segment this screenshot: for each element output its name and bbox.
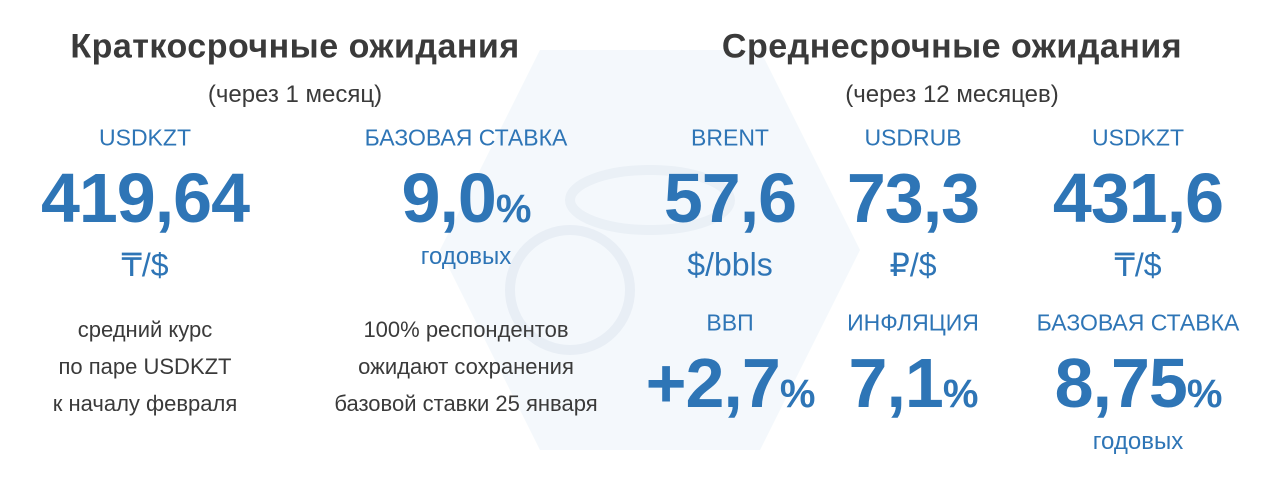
indicator-label: BRENT bbox=[691, 124, 769, 151]
indicator-label: ИНФЛЯЦИЯ bbox=[847, 309, 979, 336]
value-number: 8,75 bbox=[1054, 344, 1188, 422]
indicator-label: БАЗОВАЯ СТАВКА bbox=[364, 124, 568, 151]
indicator-unit: ₽/$ bbox=[889, 247, 937, 283]
indicator-value: 57,6 bbox=[663, 158, 797, 238]
indicator-unit: $/bbls bbox=[687, 246, 773, 283]
value-suffix: % bbox=[779, 372, 816, 416]
note-line: к началу февраля bbox=[52, 391, 238, 416]
indicator-value: 7,1% bbox=[848, 343, 979, 423]
indicator-label: USDKZT bbox=[1092, 124, 1184, 151]
section-subtitle: (через 12 месяцев) bbox=[845, 81, 1059, 108]
value-number: +2,7 bbox=[645, 344, 781, 422]
section-title: Среднесрочные ожидания bbox=[721, 27, 1183, 66]
indicator-value: 73,3 bbox=[846, 158, 980, 238]
value-number: 431,6 bbox=[1052, 159, 1224, 237]
value-number: 57,6 bbox=[663, 159, 797, 237]
indicator-value: 431,6 bbox=[1052, 158, 1224, 238]
value-number: 7,1 bbox=[848, 344, 944, 422]
value-number: 419,64 bbox=[40, 159, 250, 237]
note-line: средний курс bbox=[77, 317, 213, 342]
indicator-value: 8,75% bbox=[1054, 343, 1223, 423]
value-number: 9,0 bbox=[401, 159, 497, 237]
section-title: Краткосрочные ожидания bbox=[70, 27, 520, 66]
note-line: по паре USDKZT bbox=[58, 354, 232, 379]
note-line: ожидают сохранения bbox=[358, 354, 574, 379]
section-subtitle: (через 1 месяц) bbox=[207, 81, 383, 108]
value-suffix: % bbox=[1186, 372, 1223, 416]
background-icon bbox=[440, 50, 860, 450]
indicator-unit: годовых bbox=[420, 243, 512, 270]
indicator-unit: годовых bbox=[1092, 428, 1184, 455]
indicator-unit: ₸/$ bbox=[121, 247, 169, 283]
note-line: базовой ставки 25 января bbox=[334, 391, 598, 416]
indicator-label: ВВП bbox=[706, 309, 754, 336]
indicator-unit: ₸/$ bbox=[1114, 247, 1162, 283]
value-number: 73,3 bbox=[846, 159, 980, 237]
indicator-label: БАЗОВАЯ СТАВКА bbox=[1036, 309, 1240, 336]
indicator-value: 9,0% bbox=[401, 158, 532, 238]
indicator-label: USDKZT bbox=[99, 124, 191, 151]
note-line: 100% респондентов bbox=[363, 317, 569, 342]
indicator-label: USDRUB bbox=[864, 124, 962, 151]
indicator-value: 419,64 bbox=[40, 158, 250, 238]
value-suffix: % bbox=[495, 187, 532, 231]
value-suffix: % bbox=[942, 372, 979, 416]
indicator-value: +2,7% bbox=[645, 343, 816, 423]
